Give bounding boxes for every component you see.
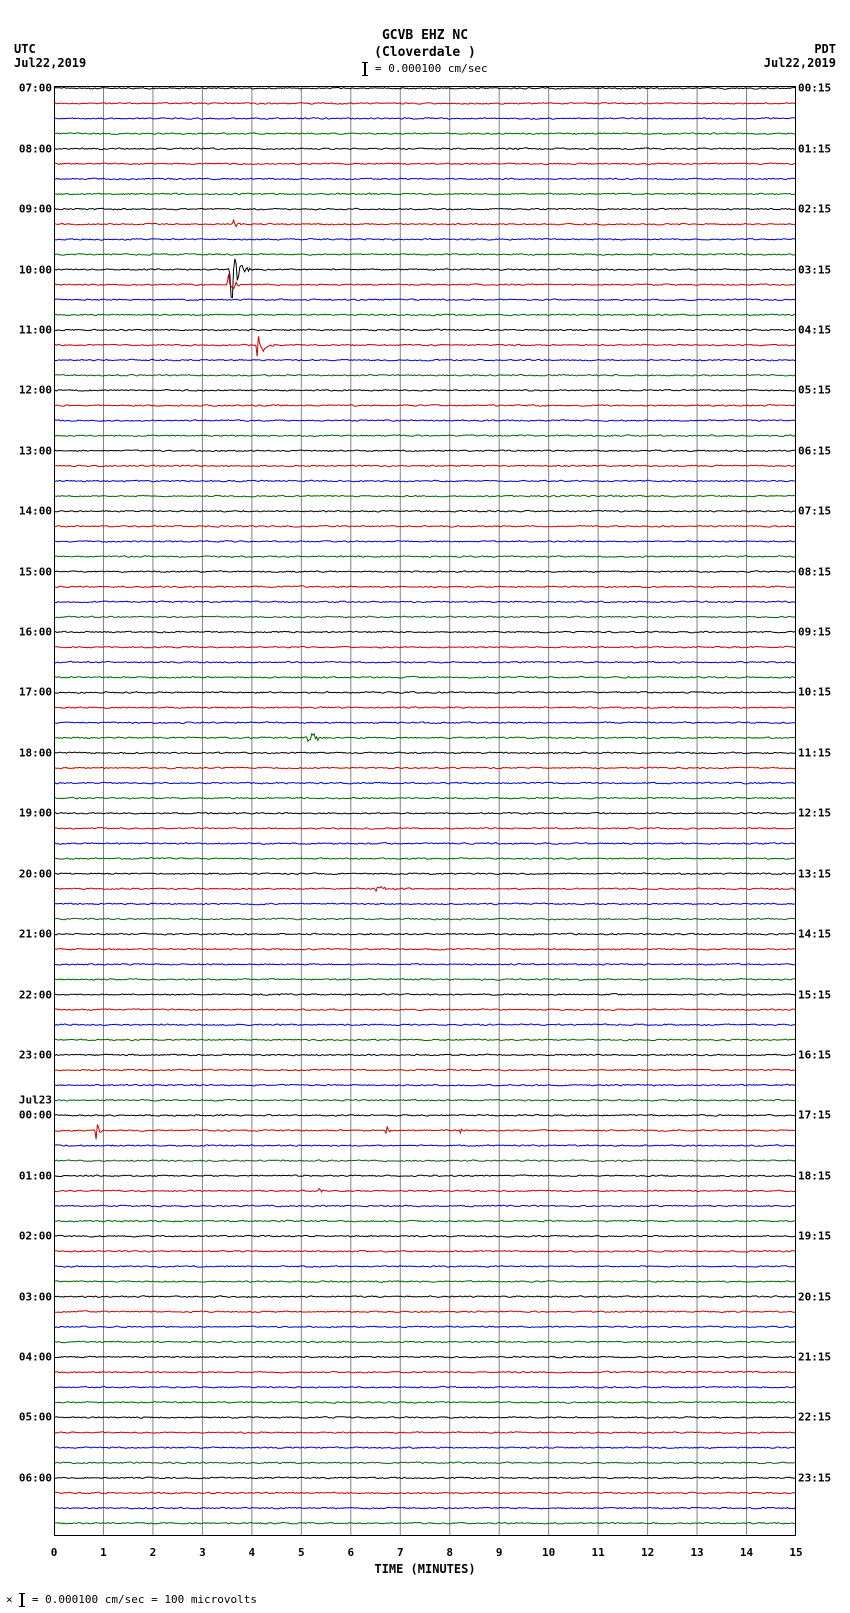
x-tick-label: 14 (740, 1546, 753, 1559)
y-tick-label: 12:00 (0, 384, 52, 397)
y-tick-label: 09:00 (0, 203, 52, 216)
y-tick-label: 02:15 (798, 203, 850, 216)
y-tick-label: 07:15 (798, 505, 850, 518)
y-tick-label: 08:00 (0, 142, 52, 155)
x-tick-label: 6 (347, 1546, 354, 1559)
y-tick-label: 00:15 (798, 82, 850, 95)
y-tick-label: 01:00 (0, 1169, 52, 1182)
y-tick-label: 20:15 (798, 1290, 850, 1303)
x-tick-label: 2 (150, 1546, 157, 1559)
y-tick-label: 21:15 (798, 1351, 850, 1364)
y-tick-label: 18:15 (798, 1169, 850, 1182)
y-tick-label: 16:00 (0, 626, 52, 639)
x-tick-label: 10 (542, 1546, 555, 1559)
y-tick-label: 01:15 (798, 142, 850, 155)
y-tick-label: 05:00 (0, 1411, 52, 1424)
x-axis: TIME (MINUTES) 0123456789101112131415 (54, 1538, 796, 1588)
x-axis-title: TIME (MINUTES) (54, 1562, 796, 1576)
y-tick-label: 11:15 (798, 746, 850, 759)
y-tick-label: 20:00 (0, 867, 52, 880)
y-tick-label: 04:00 (0, 1351, 52, 1364)
y-tick-label: 14:00 (0, 505, 52, 518)
y-tick-label: 08:15 (798, 565, 850, 578)
y-tick-label: 21:00 (0, 928, 52, 941)
y-tick-label: 07:00 (0, 82, 52, 95)
footer-scale-bar-icon (21, 1593, 23, 1607)
y-tick-label: 03:00 (0, 1290, 52, 1303)
scale-label: = 0.000100 cm/sec (375, 62, 488, 75)
y-tick-label: 16:15 (798, 1048, 850, 1061)
y-tick-label: 17:00 (0, 686, 52, 699)
x-tick-label: 5 (298, 1546, 305, 1559)
header: GCVB EHZ NC (Cloverdale ) = 0.000100 cm/… (0, 0, 850, 80)
helicorder-plot (54, 86, 796, 1536)
y-tick-label: 22:00 (0, 988, 52, 1001)
helicorder-svg (54, 86, 796, 1536)
y-tick-label: 13:00 (0, 444, 52, 457)
title-block: GCVB EHZ NC (Cloverdale ) = 0.000100 cm/… (0, 28, 850, 76)
y-tick-label: 13:15 (798, 867, 850, 880)
y-tick-label: 04:15 (798, 323, 850, 336)
x-tick-label: 0 (51, 1546, 58, 1559)
y-tick-label: 14:15 (798, 928, 850, 941)
scale-indicator: = 0.000100 cm/sec (0, 62, 850, 76)
y-tick-label: 00:00 (0, 1109, 52, 1122)
y-tick-label: 15:15 (798, 988, 850, 1001)
y-tick-label: 03:15 (798, 263, 850, 276)
y-tick-label: 12:15 (798, 807, 850, 820)
y-tick-label: 11:00 (0, 323, 52, 336)
y-axis-right: 00:1501:1502:1503:1504:1505:1506:1507:15… (798, 86, 850, 1536)
y-tick-label: 23:00 (0, 1048, 52, 1061)
x-tick-label: 3 (199, 1546, 206, 1559)
x-tick-label: 15 (789, 1546, 802, 1559)
x-tick-label: 12 (641, 1546, 654, 1559)
y-tick-label: 17:15 (798, 1109, 850, 1122)
y-tick-label: 23:15 (798, 1471, 850, 1484)
scale-bar-icon (364, 62, 366, 76)
y-axis-left: 07:0008:0009:0010:0011:0012:0013:0014:00… (0, 86, 52, 1536)
y-tick-label: 18:00 (0, 746, 52, 759)
tz-right: PDT Jul22,2019 (764, 42, 836, 70)
y-tick-label: 10:00 (0, 263, 52, 276)
y-tick-label: 06:15 (798, 444, 850, 457)
tz-left-date: Jul22,2019 (14, 56, 86, 70)
station-code: GCVB EHZ NC (0, 28, 850, 45)
station-location: (Cloverdale ) (0, 45, 850, 62)
y-tick-label: Jul23 (0, 1094, 52, 1107)
y-tick-label: 10:15 (798, 686, 850, 699)
page: GCVB EHZ NC (Cloverdale ) = 0.000100 cm/… (0, 0, 850, 1613)
x-tick-label: 4 (249, 1546, 256, 1559)
x-tick-label: 7 (397, 1546, 404, 1559)
y-tick-label: 02:00 (0, 1230, 52, 1243)
tz-right-name: PDT (764, 42, 836, 56)
tz-right-date: Jul22,2019 (764, 56, 836, 70)
y-tick-label: 05:15 (798, 384, 850, 397)
y-tick-label: 19:00 (0, 807, 52, 820)
y-tick-label: 22:15 (798, 1411, 850, 1424)
y-tick-label: 15:00 (0, 565, 52, 578)
x-tick-label: 9 (496, 1546, 503, 1559)
y-tick-label: 09:15 (798, 626, 850, 639)
y-tick-label: 19:15 (798, 1230, 850, 1243)
x-tick-label: 8 (446, 1546, 453, 1559)
footer-scale: × = 0.000100 cm/sec = 100 microvolts (6, 1593, 257, 1607)
tz-left: UTC Jul22,2019 (14, 42, 86, 70)
x-tick-label: 1 (100, 1546, 107, 1559)
x-tick-label: 13 (690, 1546, 703, 1559)
footer-prefix: × (6, 1593, 13, 1606)
tz-left-name: UTC (14, 42, 86, 56)
footer-text: = 0.000100 cm/sec = 100 microvolts (32, 1593, 257, 1606)
x-tick-label: 11 (592, 1546, 605, 1559)
y-tick-label: 06:00 (0, 1471, 52, 1484)
